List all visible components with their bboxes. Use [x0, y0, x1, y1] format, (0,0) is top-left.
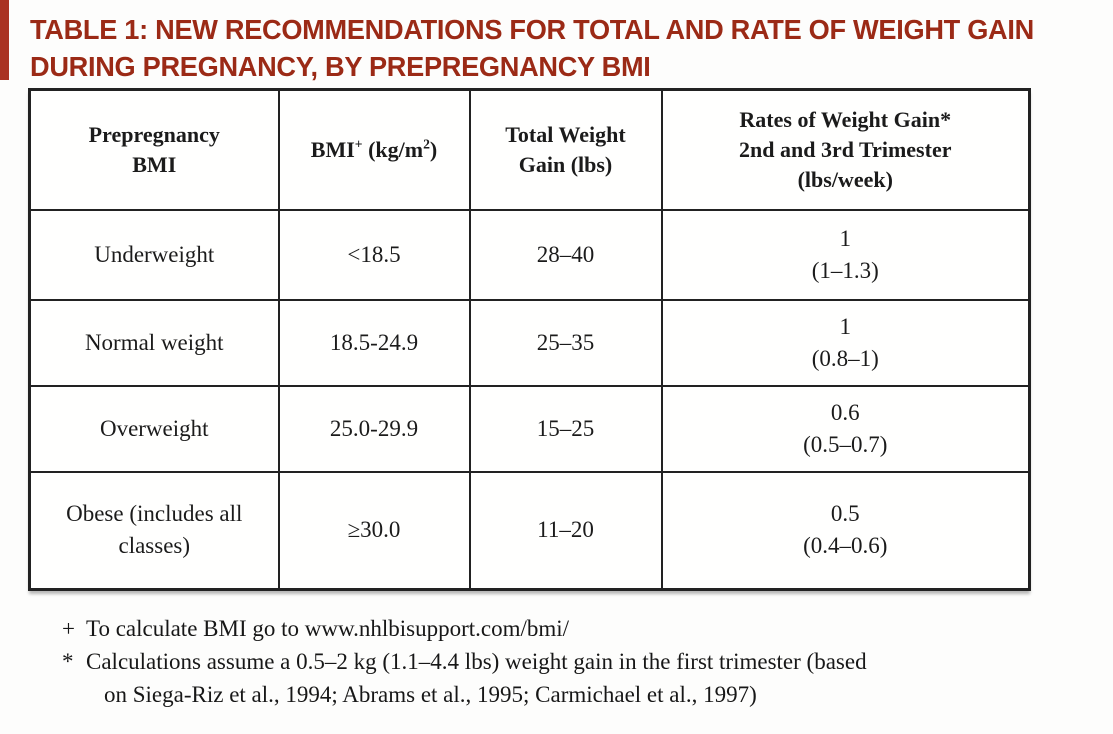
table-row-obese: Obese (includes all classes) ≥30.0 11–20…: [28, 470, 1031, 591]
cell-category: Underweight: [28, 208, 280, 301]
table-title-line-1: TABLE 1: NEW RECOMMENDATIONS FOR TOTAL A…: [30, 14, 1034, 45]
header-bmi-kg-m2: BMI+ (kg/m2): [277, 88, 471, 211]
cell-rate: 0.5 (0.4–0.6): [660, 470, 1031, 591]
footnotes: + To calculate BMI go to www.nhlbisuppor…: [62, 612, 1082, 711]
table-row-overweight: Overweight 25.0-29.9 15–25 0.6 (0.5–0.7): [28, 384, 1031, 473]
table-title-line-2: DURING PREGNANCY, BY PREPREGNANCY BMI: [30, 51, 651, 82]
cell-bmi-range: 18.5-24.9: [277, 298, 471, 387]
cell-rate: 0.6 (0.5–0.7): [660, 384, 1031, 473]
footnote-bmi-calculation: + To calculate BMI go to www.nhlbisuppor…: [62, 612, 1082, 645]
plus-superscript: +: [354, 136, 363, 152]
squared-superscript: 2: [423, 136, 430, 152]
red-accent-bar: [0, 0, 9, 80]
header-prepregnancy-bmi: Prepregnancy BMI: [28, 88, 280, 211]
cell-category: Overweight: [28, 384, 280, 473]
header-rates-of-weight-gain: Rates of Weight Gain* 2nd and 3rd Trimes…: [660, 88, 1031, 211]
cell-total-gain: 25–35: [468, 298, 663, 387]
cell-bmi-range: ≥30.0: [277, 470, 471, 591]
footnote-text-line: To calculate BMI go to www.nhlbisupport.…: [86, 616, 570, 641]
weight-gain-recommendations-table: Prepregnancy BMI BMI+ (kg/m2) Total Weig…: [28, 88, 1031, 591]
footnote-text-line: Calculations assume a 0.5–2 kg (1.1–4.4 …: [86, 649, 867, 674]
table-title: TABLE 1: NEW RECOMMENDATIONS FOR TOTAL A…: [0, 0, 1113, 85]
header-total-weight-gain: Total Weight Gain (lbs): [468, 88, 663, 211]
cell-category: Normal weight: [28, 298, 280, 387]
cell-bmi-range: 25.0-29.9: [277, 384, 471, 473]
table-header-row: Prepregnancy BMI BMI+ (kg/m2) Total Weig…: [28, 88, 1031, 211]
cell-rate: 1 (0.8–1): [660, 298, 1031, 387]
cell-total-gain: 15–25: [468, 384, 663, 473]
footnote-asterisk-marker: *: [62, 649, 74, 674]
table-row-underweight: Underweight <18.5 28–40 1 (1–1.3): [28, 208, 1031, 301]
footnote-plus-marker: +: [62, 616, 75, 641]
footnote-calculations-assumption: * Calculations assume a 0.5–2 kg (1.1–4.…: [62, 645, 1082, 711]
cell-rate: 1 (1–1.3): [660, 208, 1031, 301]
cell-category: Obese (includes all classes): [28, 470, 280, 591]
cell-total-gain: 28–40: [468, 208, 663, 301]
cell-total-gain: 11–20: [468, 470, 663, 591]
footnote-text-line: on Siega-Riz et al., 1994; Abrams et al.…: [104, 682, 757, 707]
cell-bmi-range: <18.5: [277, 208, 471, 301]
table-row-normal-weight: Normal weight 18.5-24.9 25–35 1 (0.8–1): [28, 298, 1031, 387]
